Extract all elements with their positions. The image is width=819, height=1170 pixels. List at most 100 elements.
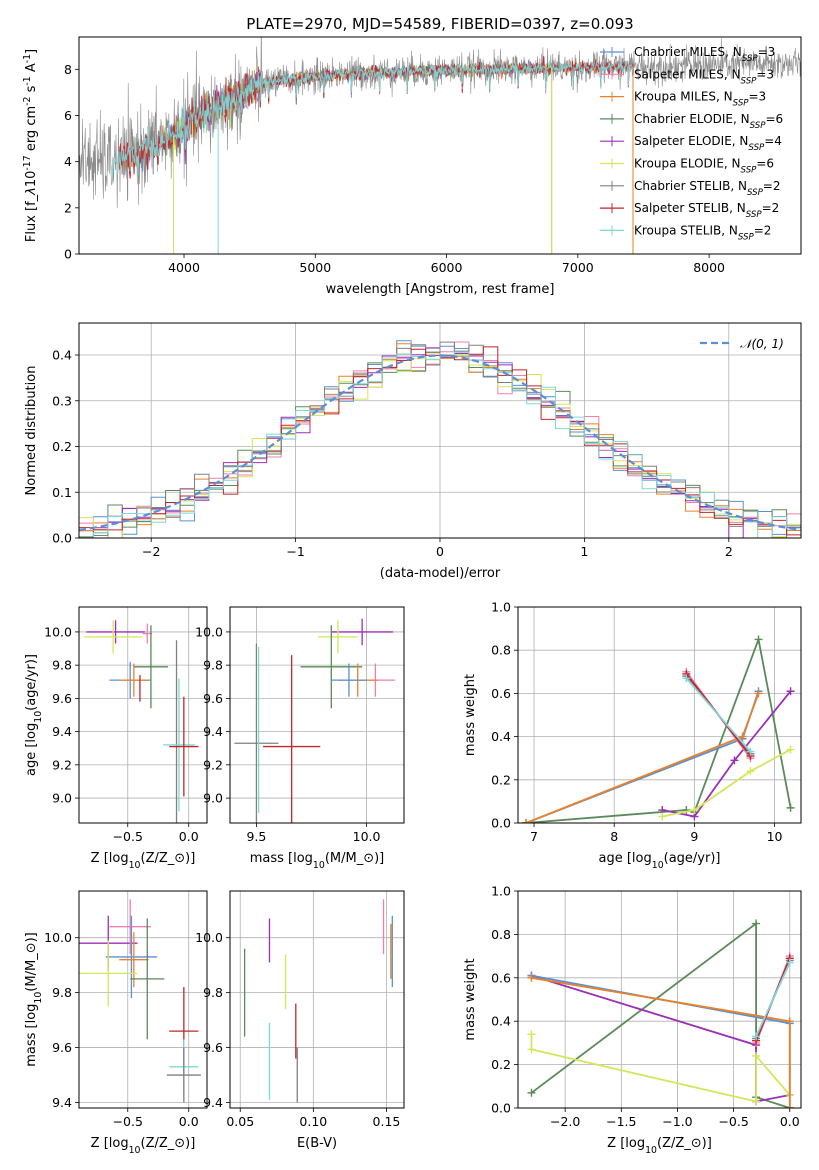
x-tick-label: 7 — [530, 829, 538, 844]
plot-area — [243, 899, 393, 1103]
y-tick-label: 0.1 — [52, 485, 72, 500]
legend: 𝒩(0, 1) — [700, 337, 784, 351]
mass-weight-line — [525, 690, 760, 823]
mass-weight-line — [662, 748, 792, 818]
y-tick-label: 6 — [64, 108, 72, 123]
plot-area — [79, 37, 801, 254]
x-tick-label: 10 — [767, 829, 783, 844]
y-tick-label: 0.0 — [52, 531, 72, 546]
y-tick-label: 9.2 — [52, 757, 72, 772]
y-tick-label: 9.0 — [203, 791, 223, 806]
y-tick-label: 9.8 — [203, 985, 223, 1000]
chart-panel-5: 7 8 9 10 0.0 0.2 0.4 0.6 0.8 1.0 age [log10(age/yr… — [463, 600, 802, 871]
y-tick-label: 1.0 — [491, 600, 511, 615]
mass-weight-marker — [658, 812, 667, 821]
mass-weight-marker — [730, 756, 739, 765]
residual-histogram — [79, 351, 801, 538]
x-axis-label: Z [log10(Z/Z_⊙)] — [91, 851, 196, 871]
x-tick-label: −0.5 — [718, 1114, 748, 1129]
y-tick-label: 0.2 — [52, 439, 72, 454]
y-tick-label: 9.4 — [52, 724, 72, 739]
mass-weight-marker — [754, 689, 763, 698]
x-axis-label: Z [log10(Z/Z_⊙)] — [607, 1136, 712, 1156]
mass-weight-marker — [527, 1030, 536, 1039]
y-tick-label: 10.0 — [44, 624, 72, 639]
x-tick-label: 0.0 — [179, 829, 199, 844]
x-axis-label: wavelength [Angstrom, rest frame] — [326, 282, 555, 297]
chart-panel-8: −2.0 −1.5 −1.0 −0.5 0.0 0.0 0.2 0.4 0.6 0.8 1.0 Z [… — [463, 884, 802, 1156]
mass-weight-line — [530, 921, 791, 1108]
y-axis-label: mass [log10(M/M_⊙)] — [24, 932, 44, 1067]
mass-weight-marker — [752, 1032, 761, 1041]
y-tick-label: 9.2 — [203, 757, 223, 772]
y-tick-label: 0.4 — [491, 1014, 511, 1029]
mass-weight-line — [525, 636, 792, 823]
spectrum-line — [111, 59, 634, 254]
y-tick-label: 9.0 — [52, 791, 72, 806]
spectrum-line — [117, 60, 634, 254]
y-tick-label: 2 — [64, 200, 72, 215]
mass-weight-marker — [785, 1017, 794, 1026]
mass-weight-marker — [690, 806, 699, 815]
x-tick-label: 0.05 — [226, 1114, 254, 1129]
y-tick-label: 9.4 — [52, 1095, 72, 1110]
mass-weight-marker — [746, 767, 755, 776]
legend-entry: Salpeter STELIB, NSSP=2 — [634, 201, 779, 220]
y-tick-label: 0.6 — [491, 970, 511, 985]
legend-entry: 𝒩(0, 1) — [740, 337, 784, 351]
x-tick-label: −1 — [286, 544, 304, 559]
x-tick-label: 5000 — [299, 260, 331, 275]
legend-entry: Chabrier STELIB, NSSP=2 — [634, 179, 781, 198]
legend-entry: Chabrier MILES, NSSP=3 — [634, 45, 775, 64]
y-tick-label: 0.2 — [491, 772, 511, 787]
mass-weight-marker — [738, 732, 747, 741]
y-tick-label: 0.3 — [52, 393, 72, 408]
mass-weight-marker — [752, 1097, 761, 1106]
y-tick-label: 10.0 — [195, 930, 223, 945]
spectrum-line — [117, 60, 634, 254]
y-tick-label: 9.4 — [203, 724, 223, 739]
y-tick-label: 9.4 — [203, 1095, 223, 1110]
mass-weight-marker — [786, 687, 795, 696]
x-tick-label: 8 — [610, 829, 618, 844]
mass-weight-marker — [682, 674, 691, 683]
x-tick-label: 0.15 — [373, 1114, 401, 1129]
legend-entry: Kroupa MILES, NSSP=3 — [634, 90, 766, 109]
x-tick-label: −2.0 — [550, 1114, 580, 1129]
mass-weight-marker — [527, 1088, 536, 1097]
spectrum-line — [117, 59, 634, 254]
y-tick-label: 9.8 — [52, 658, 72, 673]
chart-panel-3: −0.5 0.0 9.0 9.2 9.4 9.6 9.8 10.0 Z [log10(Z/Z_⊙… — [24, 606, 208, 871]
axes-frame — [517, 606, 802, 824]
mass-weight-line — [525, 693, 760, 823]
mass-weight-marker — [786, 803, 795, 812]
x-tick-label: 0.0 — [780, 1114, 800, 1129]
legend-entry: Kroupa ELODIE, NSSP=6 — [634, 157, 774, 176]
y-tick-label: 0.0 — [491, 816, 511, 831]
legend-entry: Chabrier ELODIE, NSSP=6 — [634, 112, 783, 131]
y-axis-label: age [log10(age/yr)] — [24, 654, 44, 776]
x-tick-label: 9 — [690, 829, 698, 844]
mass-weight-marker — [754, 635, 763, 644]
x-tick-label: 2 — [725, 544, 733, 559]
axes-frame — [229, 606, 405, 824]
x-axis-label: E(B-V) — [297, 1136, 337, 1151]
x-tick-label: 0 — [436, 544, 444, 559]
y-tick-label: 9.6 — [203, 1040, 223, 1055]
axes-frame — [78, 606, 208, 824]
mass-weight-marker — [786, 745, 795, 754]
x-tick-label: −1.5 — [606, 1114, 636, 1129]
x-tick-label: 9.5 — [246, 829, 266, 844]
legend-entry: Kroupa STELIB, NSSP=2 — [634, 223, 771, 242]
mass-weight-marker — [746, 747, 755, 756]
plot-area — [522, 635, 795, 823]
mass-weight-marker — [522, 819, 531, 823]
chart-panel-6: −0.5 0.0 9.4 9.6 9.8 10.0 Z [log10(Z/Z_⊙)] mass… — [24, 890, 208, 1156]
axes-frame — [517, 890, 802, 1109]
y-tick-label: 0.6 — [491, 686, 511, 701]
plot-area — [527, 919, 794, 1108]
x-tick-label: −0.5 — [113, 829, 143, 844]
y-tick-label: 8 — [64, 62, 72, 77]
